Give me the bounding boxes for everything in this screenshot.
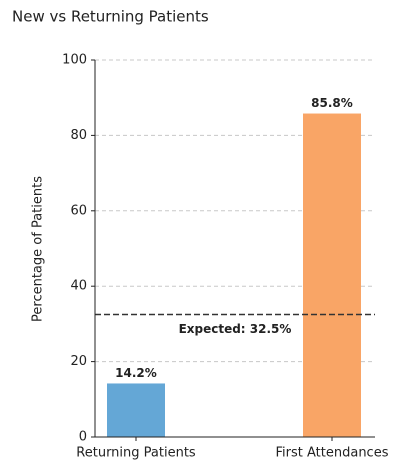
y-tick-label: 60 <box>70 203 87 218</box>
y-tick-label: 20 <box>70 354 87 369</box>
y-tick-label: 0 <box>79 430 87 445</box>
reference-label: Expected: 32.5% <box>179 322 292 336</box>
y-tick-label: 40 <box>70 279 87 294</box>
y-axis-label: Percentage of Patients <box>31 176 46 322</box>
y-tick-label: 100 <box>62 53 87 68</box>
value-label: 85.8% <box>311 96 353 110</box>
chart-title: New vs Returning Patients <box>12 8 209 26</box>
value-label: 14.2% <box>115 366 157 380</box>
x-tick-label: First Attendances <box>276 446 389 461</box>
bar <box>107 383 165 437</box>
y-tick-label: 80 <box>70 128 87 143</box>
bar <box>303 113 361 437</box>
x-tick-label: Returning Patients <box>76 446 196 461</box>
